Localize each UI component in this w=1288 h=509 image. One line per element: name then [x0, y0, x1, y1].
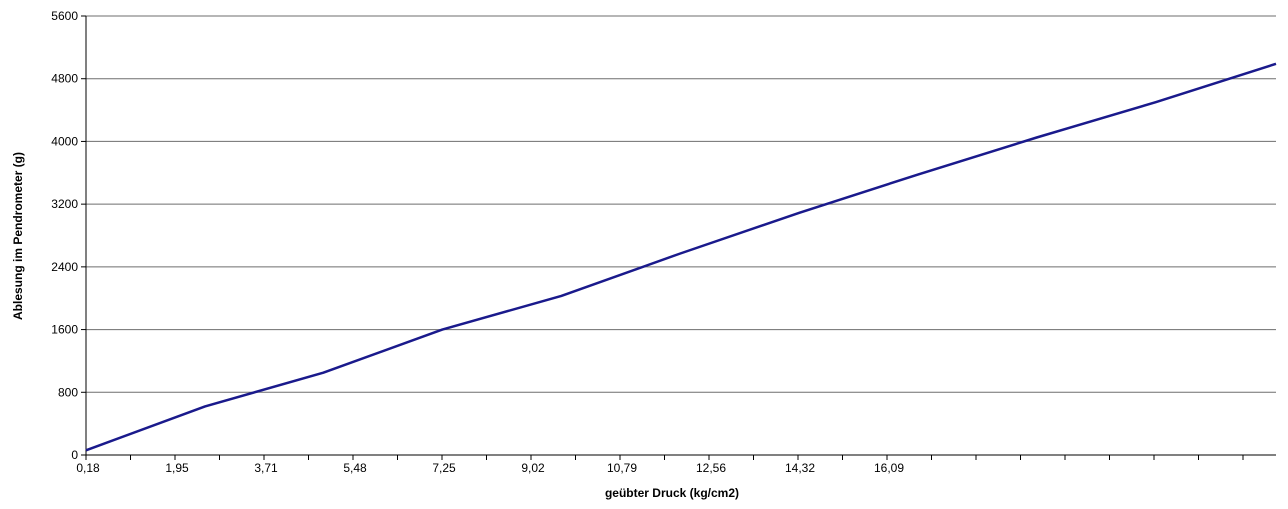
y-axis-title: Ablesung im Pendrometer (g)	[11, 152, 25, 320]
x-tick-label: 14,32	[785, 461, 815, 475]
gridlines	[86, 15, 1276, 393]
x-tick-label: 5,48	[343, 461, 367, 475]
x-tick-label: 7,25	[432, 461, 456, 475]
series-line	[85, 62, 1277, 452]
x-tick-label: 0,18	[76, 461, 100, 475]
y-tick-label: 4000	[51, 134, 78, 148]
x-tick-label: 9,02	[521, 461, 545, 475]
y-tick-label: 3200	[51, 197, 78, 211]
y-tick-label: 5600	[51, 9, 78, 23]
x-tick-label: 16,09	[874, 461, 904, 475]
y-tick-label: 4800	[51, 72, 78, 86]
y-tick-label: 800	[58, 385, 78, 399]
x-axis-ticks: 0,18 1,95 3,71 5,48 7,25 9,02 10,79 12,56 14,32 1…	[76, 455, 1244, 475]
series-layer	[85, 62, 1277, 452]
x-tick-label: 1,95	[165, 461, 189, 475]
x-tick-label: 3,71	[254, 461, 278, 475]
x-tick-label: 12,56	[696, 461, 726, 475]
y-tick-label: 1600	[51, 323, 78, 337]
y-tick-label: 0	[71, 448, 78, 462]
x-axis-title: geübter Druck (kg/cm2)	[605, 486, 739, 500]
x-tick-label: 10,79	[607, 461, 637, 475]
axes	[85, 16, 1276, 456]
y-axis-ticks: 0 800 1600 2400 3200 4000 4800 5600	[51, 9, 86, 462]
y-tick-label: 2400	[51, 260, 78, 274]
